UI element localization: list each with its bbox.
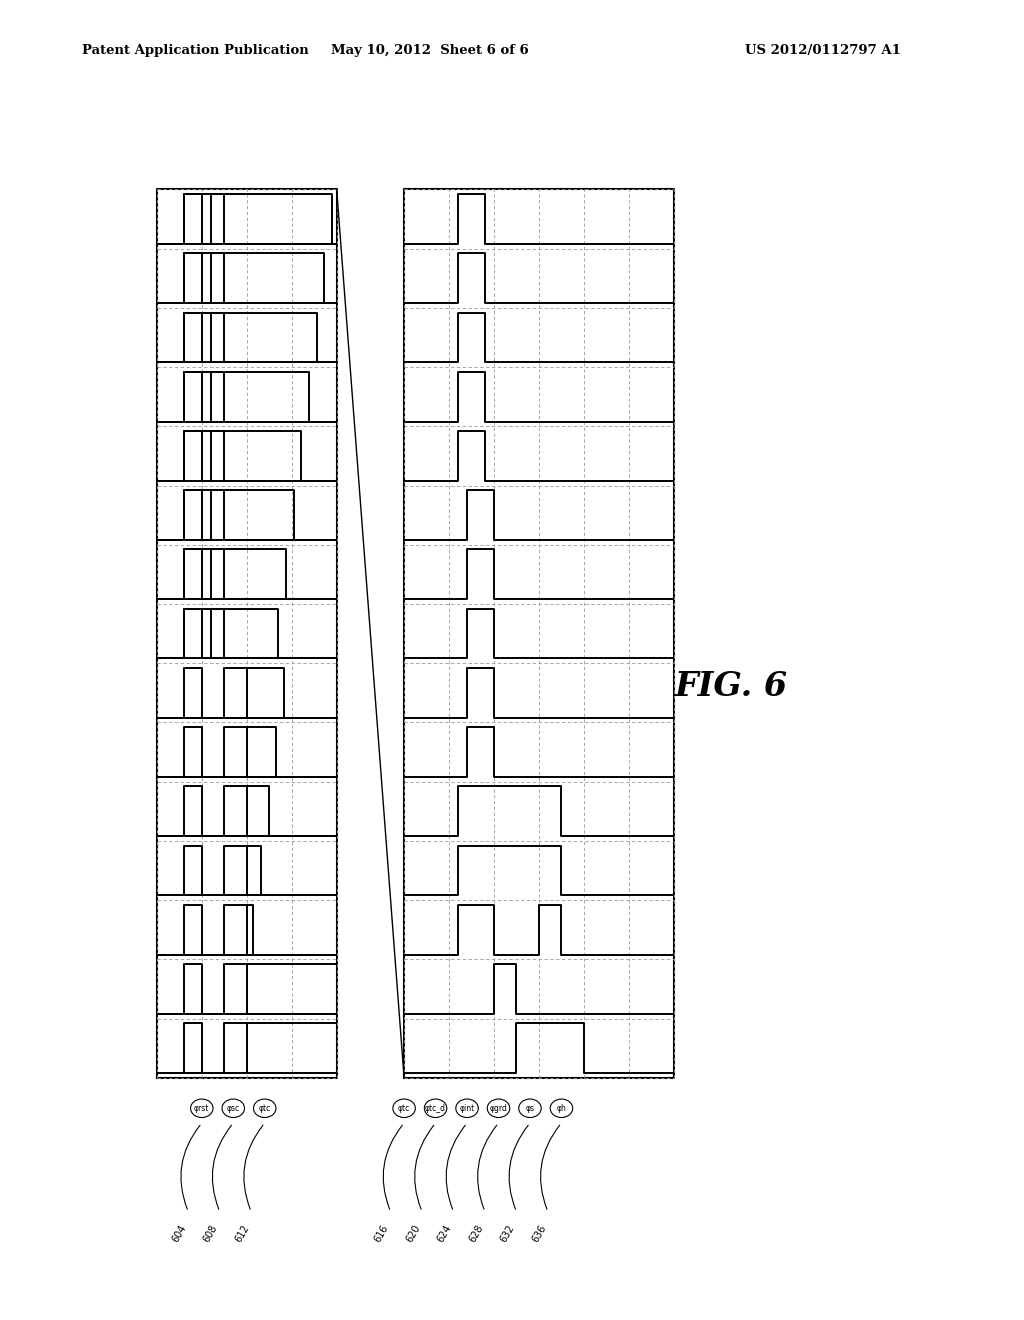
Text: Patent Application Publication: Patent Application Publication: [82, 44, 308, 57]
Text: φh: φh: [556, 1104, 566, 1113]
Text: φgrd: φgrd: [489, 1104, 508, 1113]
Text: φtc_d: φtc_d: [425, 1104, 446, 1113]
Text: 604: 604: [170, 1222, 188, 1243]
Text: φtc: φtc: [398, 1104, 411, 1113]
Text: 616: 616: [373, 1222, 390, 1243]
Text: 608: 608: [202, 1222, 220, 1243]
Text: 628: 628: [467, 1222, 485, 1243]
Text: 636: 636: [530, 1222, 548, 1243]
Text: φrst: φrst: [195, 1104, 210, 1113]
Text: FIG. 6: FIG. 6: [675, 671, 787, 702]
Text: 612: 612: [233, 1222, 251, 1243]
Text: φint: φint: [460, 1104, 475, 1113]
Text: 624: 624: [435, 1222, 454, 1243]
Text: φsc: φsc: [226, 1104, 240, 1113]
Text: 632: 632: [499, 1222, 516, 1243]
Text: φtc: φtc: [259, 1104, 271, 1113]
Text: May 10, 2012  Sheet 6 of 6: May 10, 2012 Sheet 6 of 6: [331, 44, 529, 57]
Text: φs: φs: [525, 1104, 535, 1113]
Text: 620: 620: [404, 1222, 422, 1243]
Text: US 2012/0112797 A1: US 2012/0112797 A1: [745, 44, 901, 57]
